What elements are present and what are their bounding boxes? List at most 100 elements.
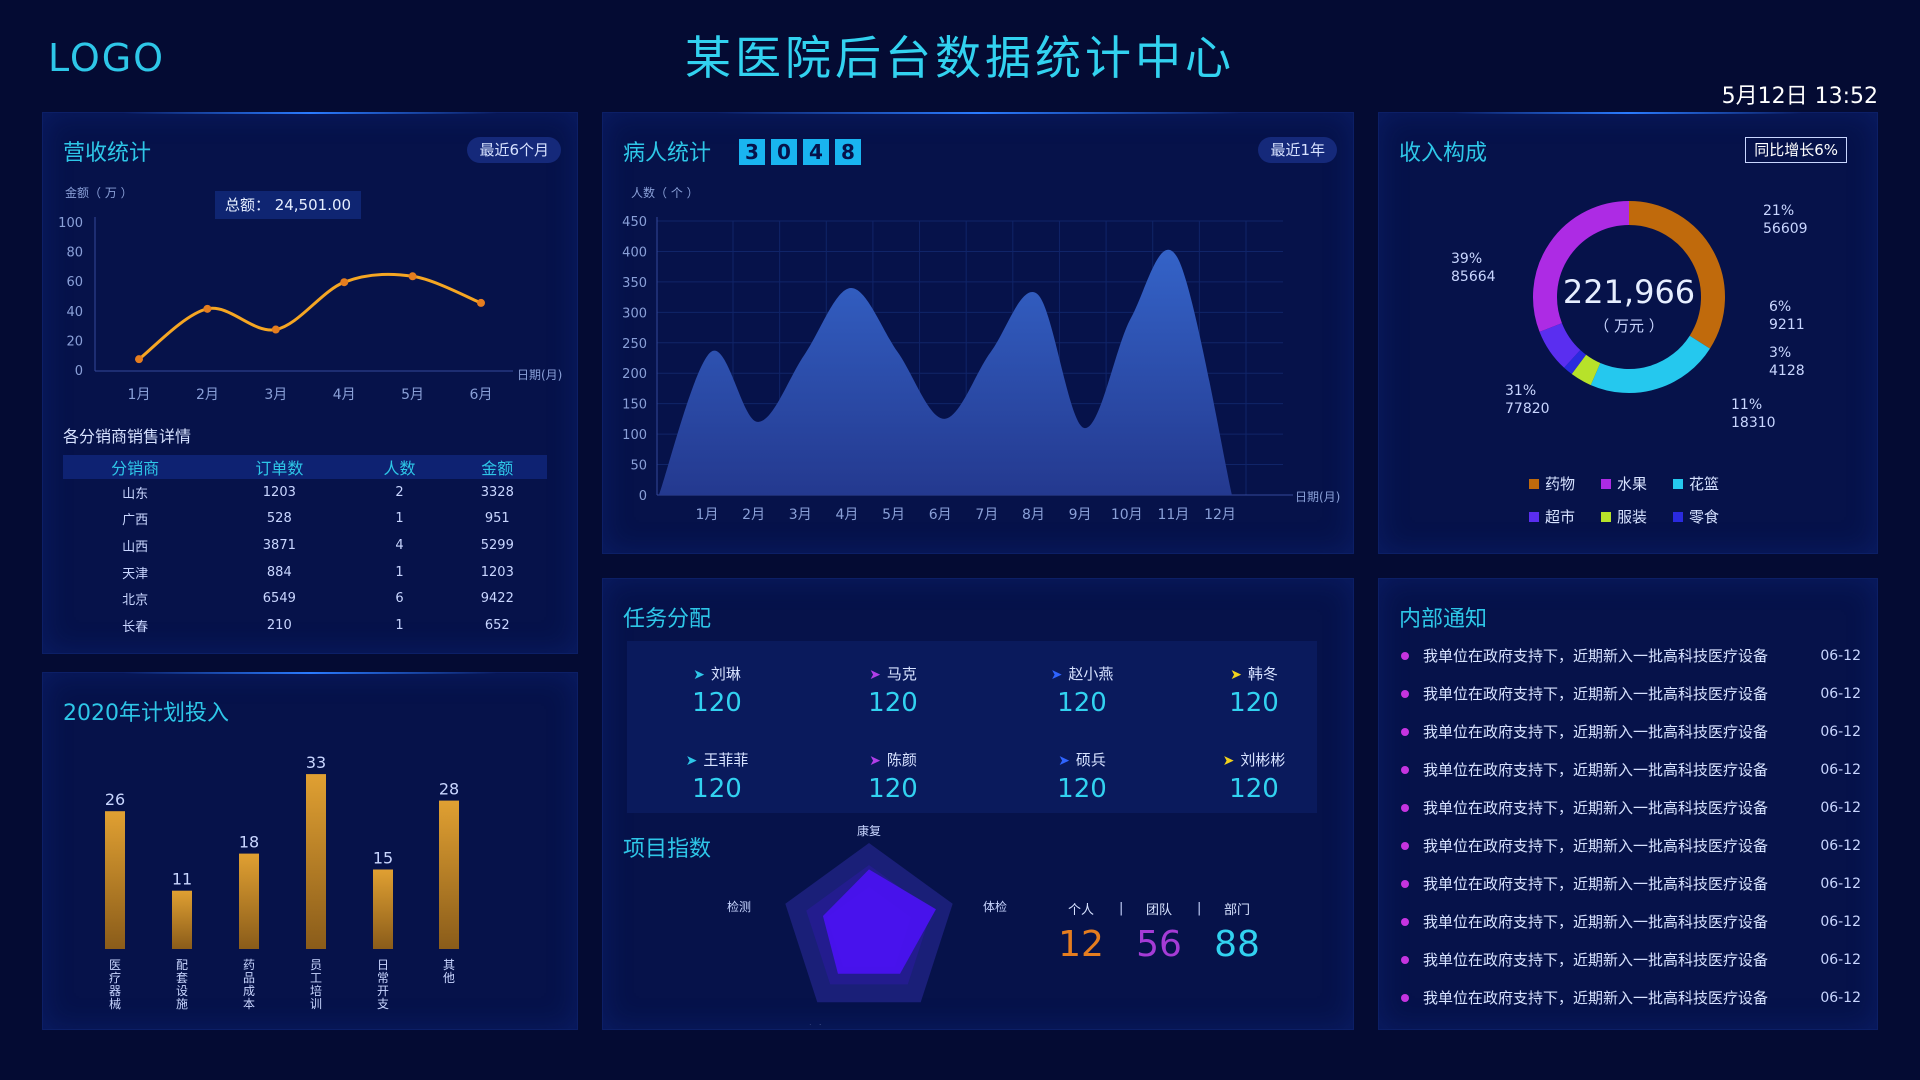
x-tick-label: 药品成本 [243,958,255,1011]
notice-item[interactable]: 我单位在政府支持下，近期新入一批高科技医疗设备 06-12 [1401,873,1861,894]
task-name-label: 赵小燕 [1068,665,1114,683]
revenue-line-chart: 金额（ 万 ） 总额： 24,501.00 0 20 40 60 80 100 1月 2月 3月 4月… [58,185,562,403]
page-title: 某医院后台数据统计中心 [685,31,1235,85]
task-name-label: 王菲菲 [703,751,749,769]
task-item[interactable]: ➤ 韩冬 120 [1184,663,1324,718]
notice-item[interactable]: 我单位在政府支持下，近期新入一批高科技医疗设备 06-12 [1401,721,1861,742]
task-name: ➤ 陈颜 [823,749,963,770]
x-tick-label: 配套设施 [176,958,188,1011]
notice-date: 06-12 [1820,799,1861,816]
bar-value-label: 33 [306,753,326,772]
y-axis-label: 人数（ 个 ） [631,185,699,200]
bullet-icon [1401,803,1409,812]
table-cell: 528 [266,511,292,527]
notice-text: 我单位在政府支持下，近期新入一批高科技医疗设备 [1423,875,1769,893]
slice-value-label: 56609 [1763,221,1808,237]
task-item[interactable]: ➤ 刘彬彬 120 [1184,749,1324,804]
y-tick-label: 350 [622,276,647,291]
notice-item[interactable]: 我单位在政府支持下，近期新入一批高科技医疗设备 06-12 [1401,683,1861,704]
x-tick-label: 2月 [196,387,219,403]
notice-item[interactable]: 我单位在政府支持下，近期新入一批高科技医疗设备 06-12 [1401,835,1861,856]
bullet-icon [1401,689,1409,698]
table-cell: 北京 [122,593,149,609]
notice-date: 06-12 [1820,875,1861,892]
donut-slice-服装 [1571,354,1601,386]
donut-slice-零食 [1564,349,1587,375]
patients-range-button[interactable]: 最近1年 [1258,137,1337,163]
y-tick-label: 0 [639,489,647,504]
bar [105,811,125,949]
legend-label: 药物 [1545,475,1576,493]
income-panel: 收入构成 同比增长6% 39% 85664 21% 56609 6% 9211 3% 4128… [1378,112,1878,554]
legend-item: 花篮 [1673,473,1745,494]
notice-item[interactable]: 我单位在政府支持下，近期新入一批高科技医疗设备 06-12 [1401,759,1861,780]
arrow-icon: ➤ [1222,753,1235,769]
task-name: ➤ 刘彬彬 [1184,749,1324,770]
legend-label: 水果 [1617,475,1648,493]
bar-value-label: 26 [105,790,125,809]
task-value: 120 [868,688,918,718]
legend-label: 服装 [1617,508,1648,526]
task-item[interactable]: ➤ 陈颜 120 [823,749,963,804]
radar-axis-label: 康复 [857,825,881,838]
task-item[interactable]: ➤ 刘琳 120 [647,663,787,718]
donut-slice-花篮 [1590,335,1710,393]
notice-text: 我单位在政府支持下，近期新入一批高科技医疗设备 [1423,685,1769,703]
task-name: ➤ 刘琳 [647,663,787,684]
bullet-icon [1401,727,1409,736]
notice-date: 06-12 [1820,837,1861,854]
task-value: 120 [1229,774,1279,804]
table-cell: 884 [266,564,292,580]
task-item[interactable]: ➤ 王菲菲 120 [647,749,787,804]
x-tick-label: 7月 [975,507,998,523]
notices-title: 内部通知 [1399,607,1488,632]
project-title: 项目指数 [623,837,712,862]
panel-glow [123,112,497,114]
column-header: 订单数 [207,455,352,479]
donut-slice-水果 [1533,201,1630,332]
task-value: 120 [1057,688,1107,718]
task-item[interactable]: ➤ 赵小燕 120 [1012,663,1152,718]
table-row: 广西 528 1 951 [63,506,547,533]
revenue-range-button[interactable]: 最近6个月 [467,137,561,163]
stat-label: 部门 [1223,903,1250,918]
task-name-label: 韩冬 [1247,665,1278,683]
arrow-icon: ➤ [1058,753,1070,769]
slice-percent-label: 11% [1731,397,1762,413]
slice-percent-label: 31% [1505,383,1536,399]
task-item[interactable]: ➤ 马克 120 [823,663,963,718]
bar [306,774,326,949]
x-tick-label: 4月 [333,387,356,403]
x-axis-label: 日期(月) [1295,490,1340,504]
x-tick-label: 4月 [835,507,858,523]
notice-item[interactable]: 我单位在政府支持下，近期新入一批高科技医疗设备 06-12 [1401,987,1861,1008]
stat-value: 12 [1058,924,1104,965]
income-donut-chart: 39% 85664 21% 56609 6% 9211 3% 4128 11% 18310 31% 7… [1451,201,1808,431]
bar-value-label: 15 [373,849,393,868]
notice-text: 我单位在政府支持下，近期新入一批高科技医疗设备 [1423,799,1769,817]
notice-date: 06-12 [1820,989,1861,1006]
slice-percent-label: 21% [1763,203,1794,219]
y-tick-label: 0 [75,364,83,379]
table-cell: 951 [484,511,510,527]
slice-percent-label: 6% [1769,299,1791,315]
bar-value-label: 18 [239,833,259,852]
task-item[interactable]: ➤ 硕兵 120 [1012,749,1152,804]
slice-percent-label: 3% [1769,345,1791,361]
notice-item[interactable]: 我单位在政府支持下，近期新入一批高科技医疗设备 06-12 [1401,797,1861,818]
x-tick-label: 12月 [1204,507,1236,523]
notice-date: 06-12 [1820,647,1861,664]
donut-center-unit: （ 万元 ） [1594,317,1664,335]
x-tick-label: 10月 [1111,507,1143,523]
notice-item[interactable]: 我单位在政府支持下，近期新入一批高科技医疗设备 06-12 [1401,911,1861,932]
column-header: 金额 [447,455,547,479]
column-header: 人数 [351,455,448,479]
notice-text: 我单位在政府支持下，近期新入一批高科技医疗设备 [1423,761,1769,779]
x-tick-label: 5月 [882,507,905,523]
legend-item: 水果 [1601,473,1673,494]
notice-item[interactable]: 我单位在政府支持下，近期新入一批高科技医疗设备 06-12 [1401,645,1861,666]
notice-text: 我单位在政府支持下，近期新入一批高科技医疗设备 [1423,951,1769,969]
table-cell: 1 [395,511,404,527]
task-value: 120 [868,774,918,804]
notice-item[interactable]: 我单位在政府支持下，近期新入一批高科技医疗设备 06-12 [1401,949,1861,970]
